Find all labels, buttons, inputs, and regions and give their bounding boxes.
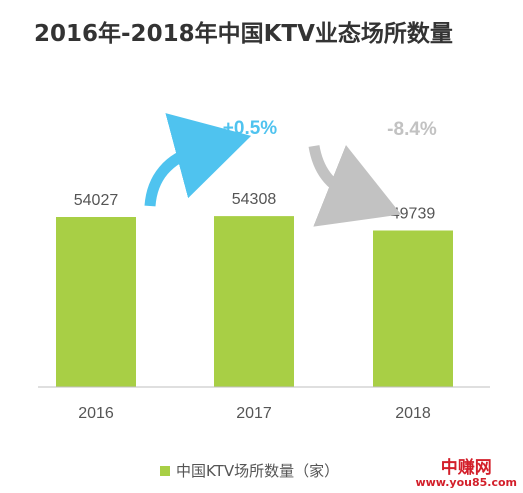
x-tick-2016: 2016 [78,405,114,422]
data-label-2017: 54308 [232,191,277,208]
x-tick-2017: 2017 [236,405,272,422]
data-label-2016: 54027 [74,192,119,209]
watermark-url: www.you85.com [415,476,517,490]
decrease-arrow-icon [308,144,402,227]
change-annotation-2: -8.4% [387,119,437,140]
watermark-logo: 中赚网 www.you85.com [415,457,517,490]
bar-2018 [373,230,453,387]
data-label-2018: 49739 [391,205,436,222]
legend-label: 中国KTV场所数量（家） [176,462,340,480]
legend: 中国KTV场所数量（家） [160,460,339,481]
watermark-text: 中赚网 [440,457,492,478]
increase-arrow-icon [144,113,252,207]
legend-swatch [160,465,170,476]
bar-2016 [56,217,136,387]
chart-title: 2016年-2018年中国KTV业态场所数量 [34,21,453,47]
bar-2017 [214,216,294,387]
x-tick-2018: 2018 [395,405,431,422]
change-annotation-1: +0.5% [223,118,278,139]
